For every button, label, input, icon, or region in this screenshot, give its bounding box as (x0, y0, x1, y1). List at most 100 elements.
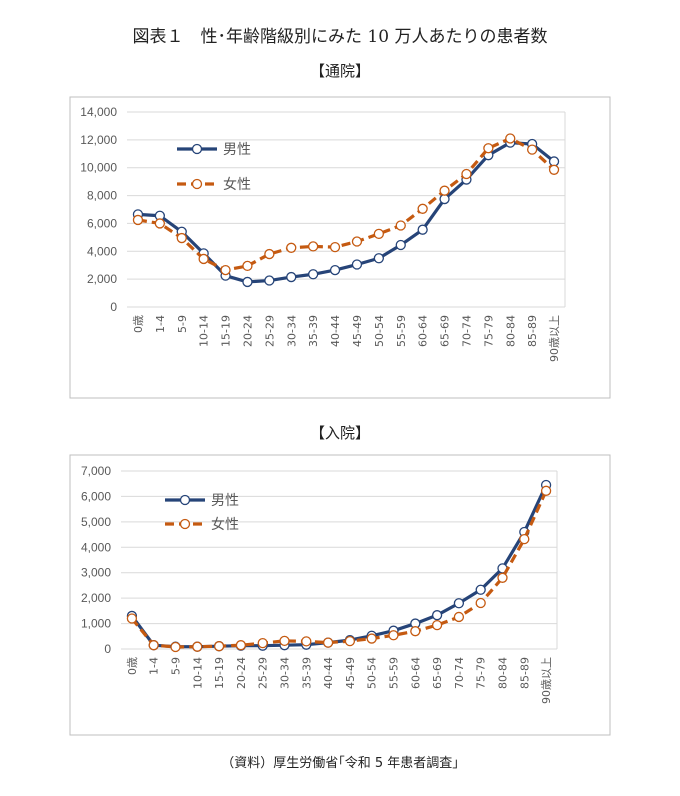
x-tick-label: 60-64 (409, 657, 422, 689)
data-point (242, 260, 253, 272)
x-tick-label: 55-59 (388, 657, 401, 689)
data-point (148, 640, 159, 651)
data-point (395, 220, 406, 231)
data-point (132, 214, 144, 226)
y-tick-label: 14,000 (80, 105, 117, 119)
x-tick-label: 85-89 (526, 315, 539, 347)
data-point (198, 253, 209, 265)
data-point (475, 597, 486, 609)
data-point (170, 641, 181, 653)
data-point (439, 185, 450, 196)
figure-title: 図表１ 性･年齢階級別にみた 10 万人あたりの患者数 (132, 27, 548, 47)
x-tick-label: 30-34 (285, 315, 298, 347)
data-point (388, 630, 399, 641)
x-tick-label: 80-84 (504, 315, 517, 347)
data-point (505, 133, 516, 144)
data-point (126, 613, 138, 624)
data-point (286, 242, 297, 253)
data-point (519, 533, 530, 545)
y-tick-label: 4,000 (87, 244, 117, 258)
data-point (366, 633, 377, 644)
data-point (307, 269, 319, 280)
data-point (453, 611, 465, 623)
x-tick-label: 75-79 (482, 315, 495, 347)
x-tick-label: 90歳以上 (540, 657, 553, 704)
x-tick-label: 45-49 (344, 657, 357, 689)
x-tick-label: 10-14 (198, 315, 211, 347)
data-point (395, 239, 406, 251)
data-point (264, 275, 275, 286)
x-tick-label: 50-54 (373, 315, 386, 347)
data-point (344, 635, 356, 647)
data-point (497, 572, 508, 583)
x-tick-label: 55-59 (395, 315, 408, 347)
x-tick-label: 0歳 (132, 315, 145, 333)
data-point (527, 144, 538, 155)
data-point (540, 485, 552, 496)
x-tick-label: 5-9 (176, 315, 189, 333)
x-tick-label: 15-19 (213, 657, 226, 689)
x-tick-label: 5-9 (170, 657, 183, 675)
chart-title-inpatient: 【入院】 (309, 424, 370, 442)
x-tick-label: 60-64 (417, 315, 430, 347)
y-tick-label: 10,000 (80, 161, 117, 175)
y-tick-label: 3,000 (81, 566, 111, 580)
x-tick-label: 25-29 (257, 657, 270, 689)
data-point (264, 248, 275, 260)
chart-frame (69, 454, 611, 736)
data-point (351, 259, 363, 270)
x-tick-label: 20-24 (241, 315, 254, 347)
data-point (351, 236, 363, 247)
y-tick-label: 0 (110, 300, 117, 314)
legend-label: 男性 (211, 493, 239, 509)
legend-marker (191, 143, 203, 155)
chart-title-outpatient: 【通院】 (309, 62, 370, 80)
data-point (373, 253, 385, 264)
data-point (373, 228, 385, 240)
data-point (154, 218, 166, 229)
y-tick-label: 8,000 (87, 189, 117, 203)
x-tick-label: 1-4 (148, 657, 161, 675)
data-point (417, 224, 428, 235)
x-tick-label: 45-49 (351, 315, 364, 347)
chart-outpatient: 0 2,000 4,000 6,000 8,000 10,000 12,000 14,000 0… (69, 96, 611, 399)
data-point (483, 143, 494, 154)
x-tick-label: 40-44 (329, 315, 342, 347)
legend-label: 女性 (211, 516, 239, 533)
data-point (329, 264, 341, 276)
x-tick-label: 90歳以上 (548, 315, 561, 362)
data-point (213, 641, 225, 652)
data-point (322, 637, 334, 648)
x-tick-label: 10-14 (191, 657, 204, 689)
x-tick-label: 0歳 (126, 657, 139, 675)
y-tick-label: 2,000 (87, 272, 117, 286)
x-tick-label: 25-29 (263, 315, 276, 347)
data-point (279, 635, 290, 647)
legend-marker (191, 178, 203, 190)
y-tick-label: 0 (104, 642, 111, 656)
y-tick-label: 12,000 (80, 133, 117, 147)
data-point (286, 271, 297, 283)
x-tick-label: 65-69 (439, 315, 452, 347)
legend-marker (179, 494, 191, 506)
y-tick-label: 1,000 (81, 617, 111, 631)
legend-label: 男性 (223, 142, 251, 158)
x-tick-label: 20-24 (235, 657, 248, 689)
data-point (417, 203, 428, 214)
data-point (329, 241, 341, 253)
x-tick-label: 70-74 (453, 657, 466, 689)
y-tick-label: 7,000 (81, 464, 111, 478)
data-point (410, 626, 421, 637)
legend-label: 女性 (223, 176, 251, 193)
y-tick-label: 6,000 (87, 216, 117, 230)
x-tick-label: 15-19 (220, 315, 233, 347)
data-point (235, 640, 247, 651)
data-point (307, 241, 319, 252)
data-point (257, 638, 268, 649)
data-point (453, 598, 465, 609)
x-tick-label: 75-79 (475, 657, 488, 689)
x-tick-label: 80-84 (497, 657, 510, 689)
source-note: （資料）厚生労働省｢令和 5 年患者調査｣ (221, 756, 459, 771)
